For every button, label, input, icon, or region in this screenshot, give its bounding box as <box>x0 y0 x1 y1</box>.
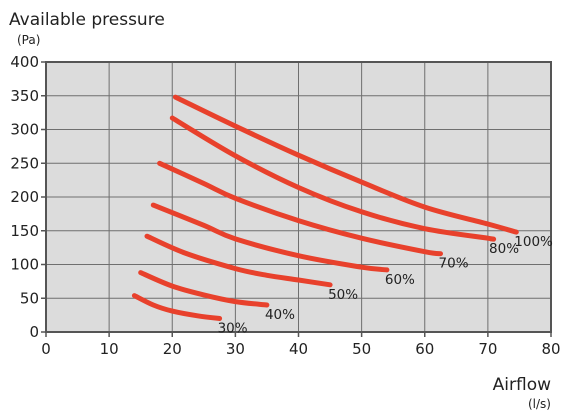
x-tick-label: 80 <box>541 340 560 358</box>
x-tick-label: 60 <box>415 340 434 358</box>
series-label-50: 50% <box>328 287 358 303</box>
y-tick-label: 350 <box>10 87 39 105</box>
x-tick-label: 70 <box>478 340 497 358</box>
x-tick-label: 40 <box>289 340 308 358</box>
series-line-70 <box>157 160 443 257</box>
y-tick-label: 150 <box>10 222 39 240</box>
series-line-50 <box>144 233 333 288</box>
y-tick-labels: 0 50 100 150 200 250 300 350 400 <box>10 53 39 341</box>
x-tick-label: 30 <box>226 340 245 358</box>
series-line-80 <box>169 115 497 242</box>
y-axis-unit: (Pa) <box>17 33 40 47</box>
y-tick-label: 0 <box>29 323 39 341</box>
series-line-100 <box>172 94 519 235</box>
x-axis-label: Airflow <box>493 375 551 395</box>
y-tick-label: 400 <box>10 53 39 71</box>
x-tick-labels: 0 10 20 30 40 50 60 70 80 <box>41 340 560 358</box>
series-labels: 100%80% 70% 60% 50% 40% 30% <box>218 234 553 336</box>
series-lines <box>131 94 519 321</box>
y-axis-label: Available pressure <box>9 10 165 30</box>
series-label-40: 40% <box>265 307 295 323</box>
y-tick-label: 50 <box>20 289 39 307</box>
series-label-80: 80% <box>489 241 519 257</box>
series-line-30 <box>131 293 223 321</box>
y-tick-label: 250 <box>10 154 39 172</box>
series-label-100: 100% <box>514 234 553 250</box>
series-line-60 <box>150 202 390 273</box>
x-tick-label: 50 <box>352 340 371 358</box>
x-axis-unit: (l/s) <box>528 397 551 411</box>
axes <box>41 61 552 337</box>
series-label-70: 70% <box>439 256 469 272</box>
plot-frame <box>45 61 552 333</box>
series-line-40 <box>138 270 270 308</box>
x-tick-label: 0 <box>41 340 51 358</box>
series-label-30: 30% <box>218 321 248 337</box>
y-tick-label: 100 <box>10 256 39 274</box>
y-tick-label: 300 <box>10 121 39 139</box>
x-tick-label: 20 <box>163 340 182 358</box>
series-label-60: 60% <box>385 272 415 288</box>
y-tick-label: 200 <box>10 188 39 206</box>
x-tick-label: 10 <box>100 340 119 358</box>
